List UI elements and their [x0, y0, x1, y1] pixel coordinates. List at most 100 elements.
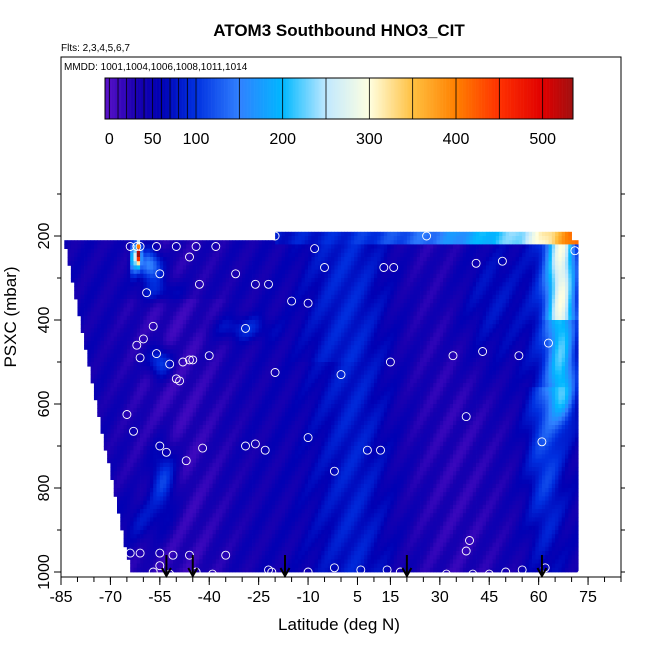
heatmap-cell: [515, 273, 520, 279]
heatmap-cell: [113, 286, 118, 291]
heatmap-cell: [149, 366, 154, 371]
heatmap-cell: [512, 299, 516, 304]
heatmap-cell: [199, 282, 204, 287]
heatmap-cell: [70, 261, 75, 266]
heatmap-cell: [327, 257, 332, 262]
heatmap-cell: [406, 303, 411, 308]
heatmap-cell: [453, 257, 457, 262]
heatmap-cell: [377, 236, 381, 241]
heatmap-cell: [327, 231, 332, 237]
heatmap-cell: [334, 357, 339, 363]
heatmap-cell: [123, 328, 128, 333]
heatmap-cell: [571, 257, 576, 262]
heatmap-cell: [485, 357, 490, 363]
heatmap-cell: [502, 328, 507, 333]
heatmap-cell: [261, 244, 266, 249]
heatmap-cell: [268, 269, 273, 275]
heatmap-cell: [103, 286, 108, 291]
heatmap-cell: [571, 357, 576, 363]
heatmap-cell: [354, 320, 358, 325]
heatmap-cell: [403, 315, 408, 321]
heatmap-cell: [166, 269, 171, 275]
heatmap-cell: [87, 315, 92, 321]
heatmap-cell: [245, 248, 250, 254]
heatmap-cell: [403, 324, 408, 329]
heatmap-cell: [479, 273, 484, 279]
heatmap-cell: [314, 261, 319, 266]
heatmap-cell: [469, 299, 474, 304]
heatmap-cell: [429, 286, 434, 291]
heatmap-cell: [436, 307, 441, 312]
heatmap-cell: [110, 303, 115, 308]
heatmap-cell: [189, 294, 194, 300]
heatmap-cell: [265, 244, 269, 249]
heatmap-cell: [334, 231, 339, 237]
heatmap-cell: [406, 299, 411, 304]
heatmap-cell: [538, 362, 543, 367]
heatmap-cell: [146, 370, 151, 375]
heatmap-cell: [426, 299, 431, 304]
heatmap-cell: [143, 303, 148, 308]
heatmap-cell: [373, 320, 378, 325]
heatmap-cell: [215, 265, 220, 270]
heatmap-cell: [298, 257, 302, 262]
heatmap-cell: [364, 320, 368, 325]
heatmap-cell: [215, 311, 220, 317]
heatmap-cell: [271, 345, 276, 350]
heatmap-cell: [271, 370, 276, 375]
heatmap-cell: [176, 311, 180, 317]
heatmap-cell: [341, 252, 345, 258]
heatmap-cell: [291, 362, 296, 367]
heatmap-cell: [222, 357, 227, 363]
heatmap-cell: [173, 299, 177, 304]
heatmap-cell: [416, 236, 421, 241]
heatmap-cell: [341, 345, 345, 350]
heatmap-cell: [281, 345, 286, 350]
heatmap-cell: [436, 328, 441, 333]
heatmap-cell: [219, 370, 223, 375]
heatmap-cell: [87, 349, 92, 354]
heatmap-cell: [532, 307, 536, 312]
heatmap-cell: [400, 362, 404, 367]
heatmap-cell: [93, 366, 98, 371]
heatmap-cell: [344, 252, 348, 258]
heatmap-cell: [113, 294, 118, 300]
heatmap-cell: [499, 248, 503, 254]
heatmap-cell: [545, 252, 549, 258]
heatmap-cell: [489, 366, 493, 371]
heatmap-cell: [420, 290, 424, 296]
heatmap-cell: [446, 269, 451, 275]
heatmap-cell: [482, 303, 487, 308]
heatmap-cell: [321, 278, 325, 283]
heatmap-cell: [140, 328, 144, 333]
heatmap-cell: [499, 261, 503, 266]
heatmap-cell: [350, 311, 355, 317]
heatmap-cell: [337, 244, 342, 249]
heatmap-cell: [541, 244, 546, 249]
heatmap-cell: [505, 366, 510, 371]
heatmap-cell: [258, 357, 263, 363]
heatmap-cell: [156, 257, 161, 262]
heatmap-cell: [285, 315, 289, 321]
heatmap-cell: [429, 303, 434, 308]
heatmap-cell: [140, 265, 144, 270]
heatmap-cell: [509, 282, 513, 287]
heatmap-cell: [113, 269, 118, 275]
heatmap-cell: [298, 273, 302, 279]
heatmap-cell: [364, 307, 368, 312]
heatmap-cell: [545, 290, 549, 296]
heatmap-cell: [426, 252, 431, 258]
heatmap-cell: [212, 353, 217, 359]
heatmap-cell: [380, 257, 385, 262]
heatmap-cell: [153, 311, 157, 317]
heatmap-cell: [123, 370, 128, 375]
heatmap-cell: [456, 366, 460, 371]
heatmap-cell: [255, 248, 260, 254]
heatmap-cell: [117, 370, 121, 375]
heatmap-cell: [495, 261, 500, 266]
heatmap-cell: [120, 282, 124, 287]
heatmap-cell: [528, 273, 533, 279]
heatmap-cell: [169, 362, 174, 367]
heatmap-cell: [163, 265, 167, 270]
heatmap-cell: [173, 324, 177, 329]
